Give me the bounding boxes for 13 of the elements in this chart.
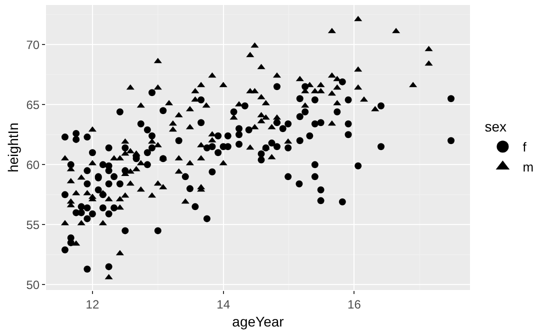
y-axis-title: heightIn <box>4 122 21 172</box>
y-tick-label: 55 <box>26 218 40 232</box>
x-axis-title: ageYear <box>232 314 284 330</box>
legend-title: sex <box>484 118 507 135</box>
y-tick-label: 65 <box>26 98 40 112</box>
legend-label: f <box>522 140 527 155</box>
y-tick-label: 50 <box>26 278 40 292</box>
x-tick-label: 16 <box>348 297 362 312</box>
legend-label: m <box>522 160 534 175</box>
y-tick-label: 60 <box>26 158 40 172</box>
x-tick-label: 14 <box>216 297 230 312</box>
y-tick-label: 70 <box>26 38 40 52</box>
x-tick-label: 12 <box>86 297 100 312</box>
